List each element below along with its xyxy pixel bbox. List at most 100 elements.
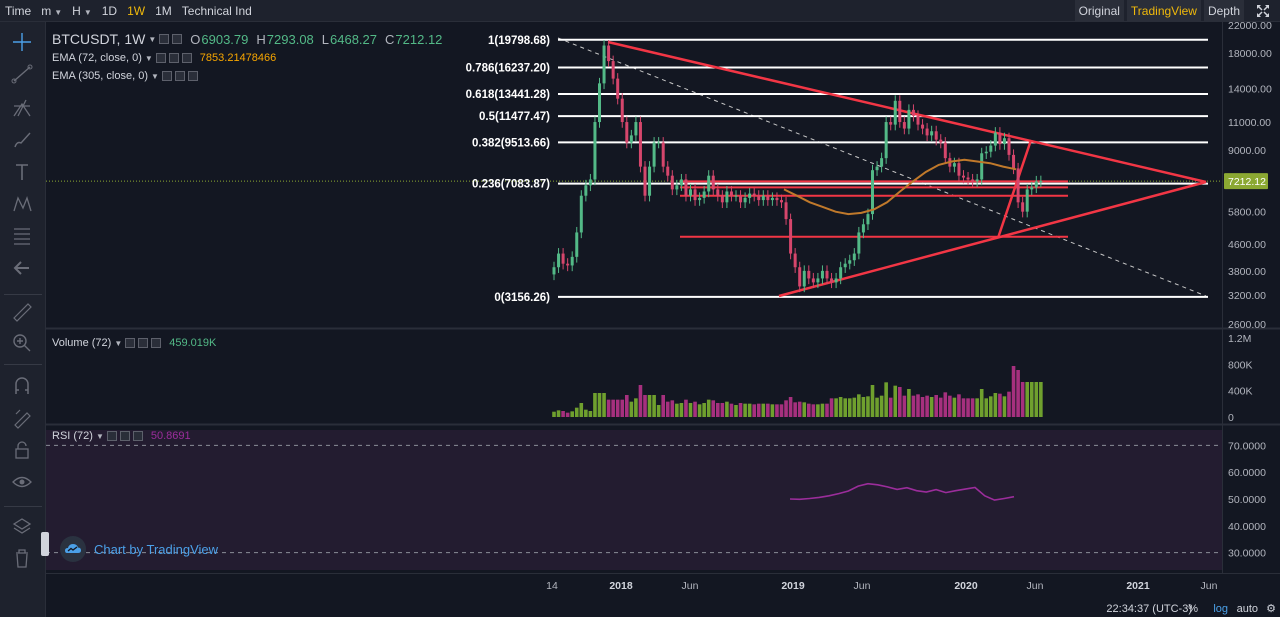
log-toggle[interactable]: log: [1213, 603, 1228, 615]
chevron-down-icon[interactable]: ▼: [151, 71, 159, 81]
candle-body: [607, 45, 611, 62]
volume-bar: [611, 399, 615, 417]
volume-bar: [934, 395, 938, 417]
interval-h[interactable]: H ▼: [72, 3, 92, 18]
zoom-icon[interactable]: [8, 330, 36, 354]
chart-canvas[interactable]: 22000.00 18000.00 14000.00 11000.00 9000.00 7…: [46, 22, 1280, 617]
volume-bar: [693, 401, 697, 417]
view-tab-original[interactable]: Original: [1074, 0, 1124, 22]
volume-label[interactable]: Volume (72): [52, 337, 112, 349]
text-tool-icon[interactable]: [8, 160, 36, 184]
chevron-down-icon: ▼: [54, 7, 63, 17]
view-tab-tradingview[interactable]: TradingView: [1126, 0, 1201, 22]
price-tick-label: 9000.00: [1228, 145, 1266, 157]
close-icon[interactable]: [151, 338, 162, 348]
layers-icon[interactable]: [8, 514, 36, 538]
volume-bar: [561, 411, 565, 417]
lock-icon[interactable]: [8, 438, 36, 462]
volume-bar: [875, 397, 879, 417]
settings-icon[interactable]: [168, 53, 179, 63]
settings-icon[interactable]: [174, 71, 185, 81]
candle-body: [593, 122, 597, 180]
interval-technical-ind[interactable]: Technical Ind: [181, 3, 252, 18]
candle-body: [989, 145, 993, 152]
eye-toggle-icon[interactable]: [159, 34, 170, 44]
eye-toggle-icon[interactable]: [125, 338, 136, 348]
eye-toggle-icon[interactable]: [106, 431, 117, 441]
candle-body: [811, 278, 815, 283]
auto-toggle[interactable]: auto: [1236, 603, 1258, 615]
symbol-label[interactable]: BTCUSDT, 1W: [52, 31, 146, 47]
volume-bar: [615, 399, 620, 417]
volume-bar: [684, 399, 688, 417]
trash-icon[interactable]: [8, 546, 36, 570]
pane-resize-handle[interactable]: [41, 532, 49, 556]
volume-bar: [729, 403, 734, 417]
ema72-line: [783, 158, 1017, 216]
interval-1d[interactable]: 1D: [101, 3, 118, 18]
eye-toggle-icon[interactable]: [161, 71, 172, 81]
volume-bar: [802, 402, 807, 417]
ruler-icon[interactable]: [8, 300, 36, 324]
volume-bar: [706, 399, 711, 417]
volume-bar: [588, 411, 593, 417]
scale-settings-icon[interactable]: ⚙: [1266, 603, 1276, 615]
crosshair-icon[interactable]: [8, 30, 36, 54]
settings-icon[interactable]: [138, 338, 149, 348]
interval-1m[interactable]: 1M: [155, 3, 172, 18]
chevron-down-icon[interactable]: ▼: [144, 53, 153, 63]
candle-body: [866, 214, 870, 225]
volume-bar: [893, 385, 898, 417]
candle-body: [611, 61, 615, 79]
interval-m[interactable]: m ▼: [41, 3, 63, 18]
fullscreen-button[interactable]: [1246, 0, 1280, 22]
brush-icon[interactable]: [8, 128, 36, 152]
volume-bar: [1029, 382, 1034, 417]
volume-bar: [907, 389, 911, 417]
settings-icon[interactable]: [119, 431, 130, 441]
rsi-label[interactable]: RSI (72): [52, 430, 93, 442]
volume-bar: [1002, 396, 1007, 417]
eye-icon[interactable]: [8, 470, 36, 494]
volume-bar: [702, 403, 706, 417]
candle-body: [884, 122, 888, 159]
back-arrow-icon[interactable]: [8, 256, 36, 280]
close-icon[interactable]: [181, 53, 192, 63]
candle-body: [952, 163, 956, 167]
interval-1w[interactable]: 1W: [127, 3, 146, 18]
pattern-icon[interactable]: [8, 192, 36, 216]
cloud-logo-icon: [60, 536, 86, 562]
candle-body: [725, 191, 729, 203]
chart-area[interactable]: 22000.00 18000.00 14000.00 11000.00 9000.00 7…: [41, 22, 1280, 617]
fib-tool-icon[interactable]: [8, 224, 36, 248]
candle-body: [652, 142, 656, 167]
percent-toggle[interactable]: %: [1188, 603, 1198, 615]
ema305-label[interactable]: EMA (305, close, 0): [52, 70, 148, 82]
view-tab-depth[interactable]: Depth: [1203, 0, 1244, 22]
chevron-down-icon[interactable]: ▼: [114, 338, 123, 348]
magnet-icon[interactable]: [8, 374, 36, 398]
eye-toggle-icon[interactable]: [155, 53, 166, 63]
ema72-label[interactable]: EMA (72, close, 0): [52, 52, 142, 64]
volume-bar: [752, 404, 756, 417]
close-icon[interactable]: [187, 71, 198, 81]
chevron-down-icon[interactable]: ▼: [95, 431, 104, 441]
candle-body: [1002, 138, 1006, 145]
chevron-down-icon[interactable]: ▼: [148, 34, 157, 44]
candle-body: [707, 175, 711, 192]
pitchfork-icon[interactable]: [8, 96, 36, 120]
ema305-legend: EMA (305, close, 0) ▼: [52, 68, 198, 84]
lock-draw-icon[interactable]: [8, 406, 36, 430]
trend-line-icon[interactable]: [8, 62, 36, 86]
tradingview-branding[interactable]: Chart by TradingView: [60, 536, 218, 562]
candle-body: [666, 166, 670, 176]
volume-bar: [952, 397, 957, 417]
main-legend: BTCUSDT, 1W ▼ O6903.79 H7293.08 L6468.27 C7…: [52, 31, 442, 47]
volume-bar: [670, 400, 675, 417]
settings-icon[interactable]: [172, 34, 183, 44]
candle-body: [871, 170, 874, 215]
candle-body: [925, 128, 929, 136]
close-icon[interactable]: [132, 431, 143, 441]
interval-time[interactable]: Time: [5, 3, 32, 18]
candle-body: [1034, 181, 1038, 188]
